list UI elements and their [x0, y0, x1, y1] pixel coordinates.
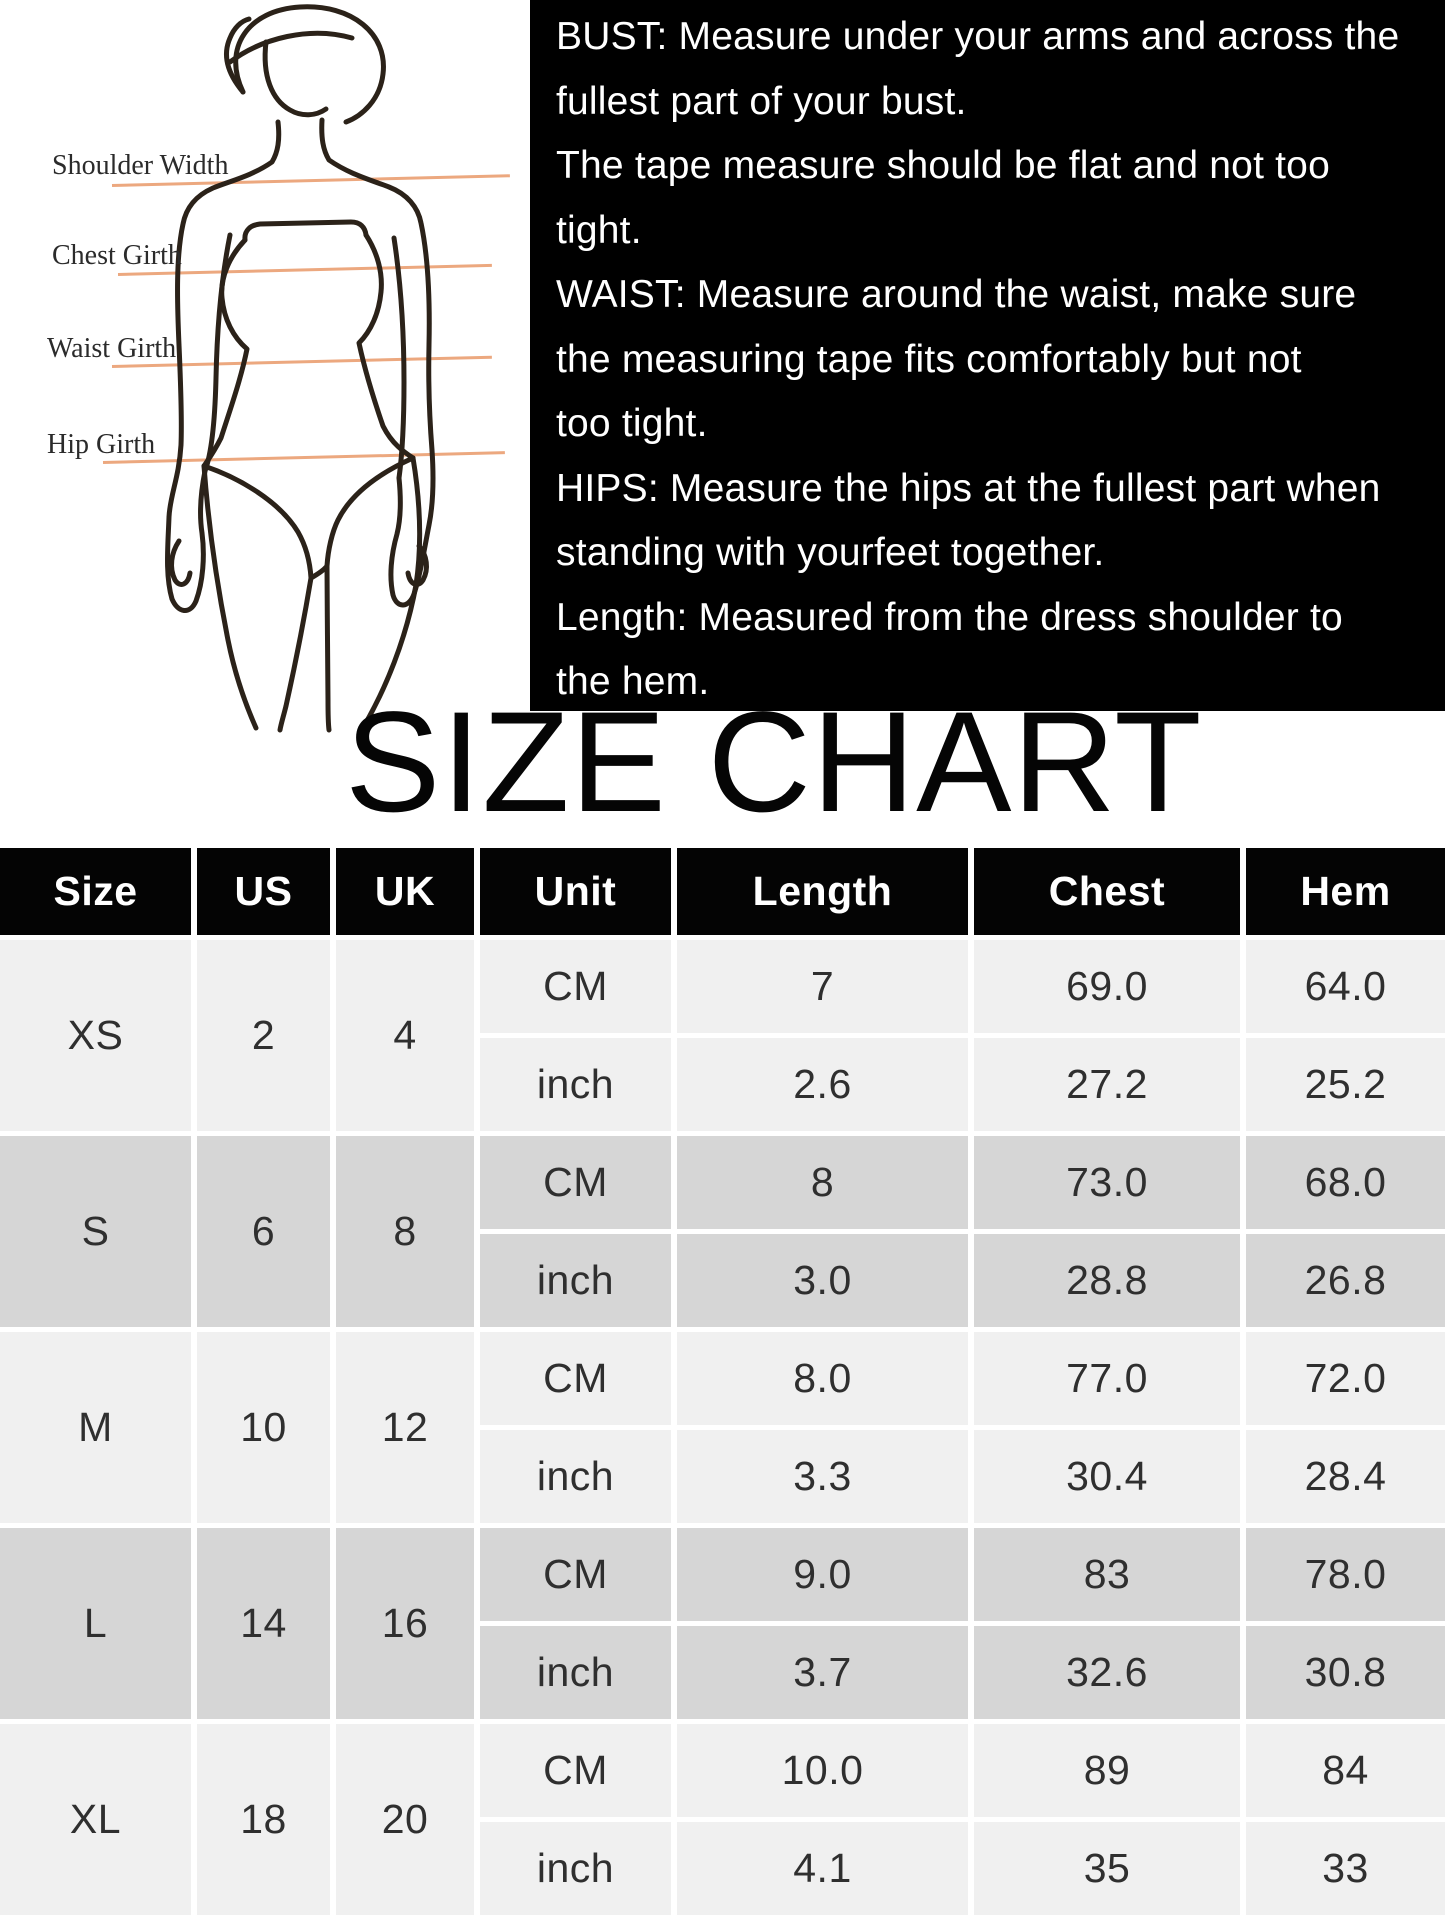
cell-xl-uk: 20 — [336, 1724, 474, 1915]
instruction-line: the hem. — [556, 660, 710, 703]
instruction-line: WAIST: Measure around the waist, make su… — [556, 273, 1357, 316]
cell-xl-inch-unit: inch — [480, 1822, 671, 1915]
instruction-line: BUST: Measure under your arms and across… — [556, 15, 1400, 58]
header-cell-chest: Chest — [974, 848, 1240, 935]
instruction-line: too tight. — [556, 402, 708, 445]
size-group-s: S 6 8 CM 8 73.0 68.0 inch 3.0 28.8 26.8 — [0, 1136, 1445, 1327]
cell-m-inch-hem: 28.4 — [1246, 1430, 1445, 1523]
diagram-label-shoulder-width: Shoulder Width — [52, 150, 229, 181]
instruction-line: The tape measure should be flat and not … — [556, 144, 1330, 187]
figure-torso — [201, 219, 416, 581]
instruction-line: HIPS: Measure the hips at the fullest pa… — [556, 466, 1381, 510]
cell-xl-inch-chest: 35 — [974, 1822, 1240, 1915]
figure-face — [262, 39, 329, 118]
cell-xl-size: XL — [0, 1724, 191, 1915]
figure-hair — [224, 4, 386, 125]
cell-m-cm-unit: CM — [480, 1332, 671, 1430]
header-cell-length: Length — [677, 848, 968, 935]
cell-l-inch-hem: 30.8 — [1246, 1626, 1445, 1719]
cell-s-inch-chest: 28.8 — [974, 1234, 1240, 1327]
instruction-line: Length: Measured from the dress shoulder… — [556, 595, 1343, 639]
cell-xl-cm-hem: 84 — [1246, 1724, 1445, 1822]
cell-xs-cm-unit: CM — [480, 940, 671, 1038]
cell-s-cm-chest: 73.0 — [974, 1136, 1240, 1234]
cell-xs-cm-length: 7 — [677, 940, 968, 1038]
cell-xl-cm-unit: CM — [480, 1724, 671, 1822]
cell-xs-cm-chest: 69.0 — [974, 940, 1240, 1038]
instruction-line: tight. — [556, 208, 642, 252]
cell-l-cm-unit: CM — [480, 1528, 671, 1626]
instruction-line: fullest part of your bust. — [556, 79, 967, 123]
diagram-label-hip-girth: Hip Girth — [47, 429, 156, 460]
cell-l-inch-length: 3.7 — [677, 1626, 968, 1719]
cell-xl-cm-chest: 89 — [974, 1724, 1240, 1822]
cell-xs-inch-chest: 27.2 — [974, 1038, 1240, 1131]
size-group-xs: XS 2 4 CM 7 69.0 64.0 inch 2.6 27.2 25.2 — [0, 940, 1445, 1131]
header-cell-us: US — [197, 848, 330, 935]
cell-m-cm-length: 8.0 — [677, 1332, 968, 1430]
cell-l-cm-length: 9.0 — [677, 1528, 968, 1626]
cell-l-inch-unit: inch — [480, 1626, 671, 1719]
cell-xs-uk: 4 — [336, 940, 474, 1131]
cell-m-cm-chest: 77.0 — [974, 1332, 1240, 1430]
cell-l-uk: 16 — [336, 1528, 474, 1719]
cell-s-uk: 8 — [336, 1136, 474, 1327]
measurement-instructions-panel: BUST: Measure under your arms and across… — [530, 0, 1445, 711]
cell-m-size: M — [0, 1332, 191, 1523]
cell-l-cm-chest: 83 — [974, 1528, 1240, 1626]
cell-s-inch-length: 3.0 — [677, 1234, 968, 1327]
cell-m-inch-chest: 30.4 — [974, 1430, 1240, 1523]
cell-m-inch-unit: inch — [480, 1430, 671, 1523]
size-table-header-row: Size US UK Unit Length Chest Hem — [0, 848, 1445, 935]
cell-l-inch-chest: 32.6 — [974, 1626, 1240, 1719]
header-cell-uk: UK — [336, 848, 474, 935]
diagram-label-chest-girth: Chest Girth — [52, 240, 182, 271]
cell-xs-inch-unit: inch — [480, 1038, 671, 1131]
cell-xl-us: 18 — [197, 1724, 330, 1915]
cell-m-cm-hem: 72.0 — [1246, 1332, 1445, 1430]
cell-s-size: S — [0, 1136, 191, 1327]
cell-xs-inch-length: 2.6 — [677, 1038, 968, 1131]
cell-s-cm-hem: 68.0 — [1246, 1136, 1445, 1234]
cell-l-size: L — [0, 1528, 191, 1719]
diagram-label-waist-girth: Waist Girth — [47, 333, 177, 364]
size-group-l: L 14 16 CM 9.0 83 78.0 inch 3.7 32.6 30.… — [0, 1528, 1445, 1719]
cell-l-cm-hem: 78.0 — [1246, 1528, 1445, 1626]
body-figure-illustration — [165, 4, 436, 733]
cell-s-cm-unit: CM — [480, 1136, 671, 1234]
cell-xl-cm-length: 10.0 — [677, 1724, 968, 1822]
size-chart-title: SIZE CHART — [345, 683, 1203, 842]
instruction-line: the measuring tape fits comfortably but … — [556, 337, 1302, 381]
cell-m-us: 10 — [197, 1332, 330, 1523]
cell-xs-us: 2 — [197, 940, 330, 1131]
instruction-line: standing with yourfeet together. — [556, 531, 1105, 574]
size-table: Size US UK Unit Length Chest Hem XS 2 4 … — [0, 848, 1445, 1915]
header-cell-unit: Unit — [480, 848, 671, 935]
cell-xs-inch-hem: 25.2 — [1246, 1038, 1445, 1131]
measure-line-hip-girth — [102, 451, 505, 464]
cell-xs-size: XS — [0, 940, 191, 1131]
cell-xs-cm-hem: 64.0 — [1246, 940, 1445, 1038]
header-cell-size: Size — [0, 848, 191, 935]
cell-s-inch-unit: inch — [480, 1234, 671, 1327]
cell-xl-inch-length: 4.1 — [677, 1822, 968, 1915]
cell-s-us: 6 — [197, 1136, 330, 1327]
cell-s-cm-length: 8 — [677, 1136, 968, 1234]
cell-m-uk: 12 — [336, 1332, 474, 1523]
size-group-m: M 10 12 CM 8.0 77.0 72.0 inch 3.3 30.4 2… — [0, 1332, 1445, 1523]
cell-xl-inch-hem: 33 — [1246, 1822, 1445, 1915]
size-group-xl: XL 18 20 CM 10.0 89 84 inch 4.1 35 33 — [0, 1724, 1445, 1915]
cell-s-inch-hem: 26.8 — [1246, 1234, 1445, 1327]
cell-m-inch-length: 3.3 — [677, 1430, 968, 1523]
header-cell-hem: Hem — [1246, 848, 1445, 935]
cell-l-us: 14 — [197, 1528, 330, 1719]
